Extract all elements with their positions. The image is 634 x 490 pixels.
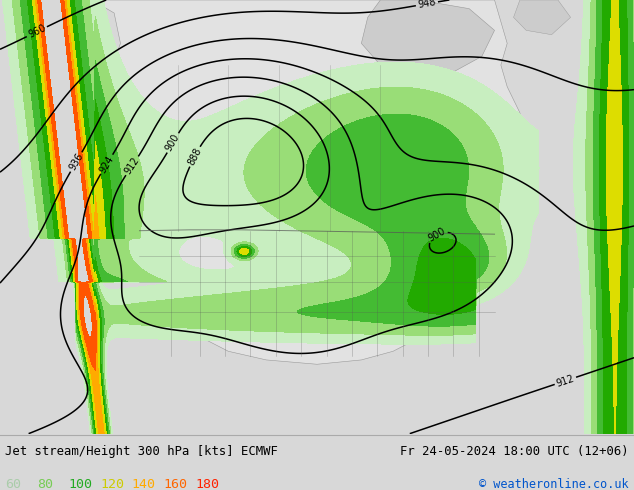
Polygon shape [361, 0, 495, 78]
Text: Fr 24-05-2024 18:00 UTC (12+06): Fr 24-05-2024 18:00 UTC (12+06) [400, 445, 629, 458]
Text: 948: 948 [417, 0, 437, 10]
Text: 912: 912 [123, 155, 141, 176]
Polygon shape [92, 0, 526, 364]
Text: 140: 140 [132, 478, 156, 490]
Text: 936: 936 [67, 151, 85, 172]
Polygon shape [514, 0, 571, 35]
Text: 960: 960 [27, 23, 48, 40]
Text: 912: 912 [555, 373, 576, 389]
Text: Jet stream/Height 300 hPa [kts] ECMWF: Jet stream/Height 300 hPa [kts] ECMWF [5, 445, 278, 458]
Text: 80: 80 [37, 478, 53, 490]
Text: 924: 924 [98, 154, 116, 175]
Text: 900: 900 [427, 226, 448, 244]
Text: © weatheronline.co.uk: © weatheronline.co.uk [479, 478, 629, 490]
Text: 180: 180 [195, 478, 219, 490]
Text: 160: 160 [164, 478, 188, 490]
Text: 100: 100 [68, 478, 93, 490]
Text: 900: 900 [164, 132, 182, 153]
Text: 888: 888 [186, 146, 204, 167]
Text: 60: 60 [5, 478, 21, 490]
Text: 120: 120 [100, 478, 124, 490]
